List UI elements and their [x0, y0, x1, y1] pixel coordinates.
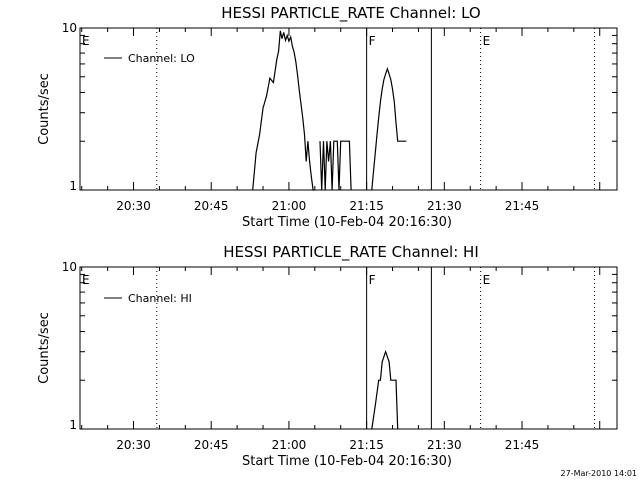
time-marker-label: E	[483, 273, 491, 287]
time-marker-label: E	[82, 34, 90, 48]
y-tick-label-min: 1	[69, 179, 77, 193]
time-marker-label: E	[82, 273, 90, 287]
x-tick-label: 20:45	[194, 438, 229, 452]
data-series	[371, 349, 399, 430]
plot-channel-lo: HESSI PARTICLE_RATE Channel: LO E F E 20:3…	[37, 4, 618, 230]
axis-ticks: 20:30 20:45 21:00 21:15 21:30 21:45	[80, 28, 617, 213]
x-tick-label: 20:45	[194, 199, 229, 213]
time-marker-label: E	[483, 34, 491, 48]
x-tick-label: 21:30	[427, 438, 462, 452]
plot-title: HESSI PARTICLE_RATE Channel: LO	[221, 4, 480, 23]
series-line	[252, 30, 315, 191]
x-tick-label: 21:00	[272, 199, 307, 213]
x-tick-label: 21:15	[349, 199, 384, 213]
series-line	[371, 349, 399, 430]
series-line	[371, 66, 407, 191]
legend-label: Channel: LO	[128, 52, 195, 65]
x-tick-label: 21:15	[349, 438, 384, 452]
x-tick-label: 21:30	[427, 199, 462, 213]
time-marker-label: F	[369, 273, 376, 287]
y-axis-label: Counts/sec	[37, 73, 52, 145]
x-tick-label: 21:45	[505, 199, 540, 213]
plot-title: HESSI PARTICLE_RATE Channel: HI	[223, 243, 479, 262]
y-tick-label-max: 10	[62, 260, 77, 274]
legend: Channel: LO	[104, 52, 195, 65]
y-tick-label-min: 1	[69, 418, 77, 432]
x-tick-label: 20:30	[116, 438, 151, 452]
timestamp-label: 27-Mar-2010 14:01	[561, 469, 638, 478]
series-line	[319, 140, 352, 191]
y-axis-label: Counts/sec	[37, 312, 52, 384]
axis-ticks: 20:30 20:45 21:00 21:15 21:30 21:45	[80, 267, 617, 452]
plot-channel-hi: HESSI PARTICLE_RATE Channel: HI E F E 20:3…	[37, 243, 618, 469]
x-axis-label: Start Time (10-Feb-04 20:16:30)	[242, 454, 452, 469]
legend: Channel: HI	[104, 292, 192, 305]
x-tick-label: 20:30	[116, 199, 151, 213]
x-axis-label: Start Time (10-Feb-04 20:16:30)	[242, 215, 452, 230]
time-marker-label: F	[369, 34, 376, 48]
data-series	[252, 30, 407, 191]
legend-label: Channel: HI	[128, 292, 192, 305]
x-tick-label: 21:00	[272, 438, 307, 452]
x-tick-label: 21:45	[505, 438, 540, 452]
y-tick-label-max: 10	[62, 21, 77, 35]
